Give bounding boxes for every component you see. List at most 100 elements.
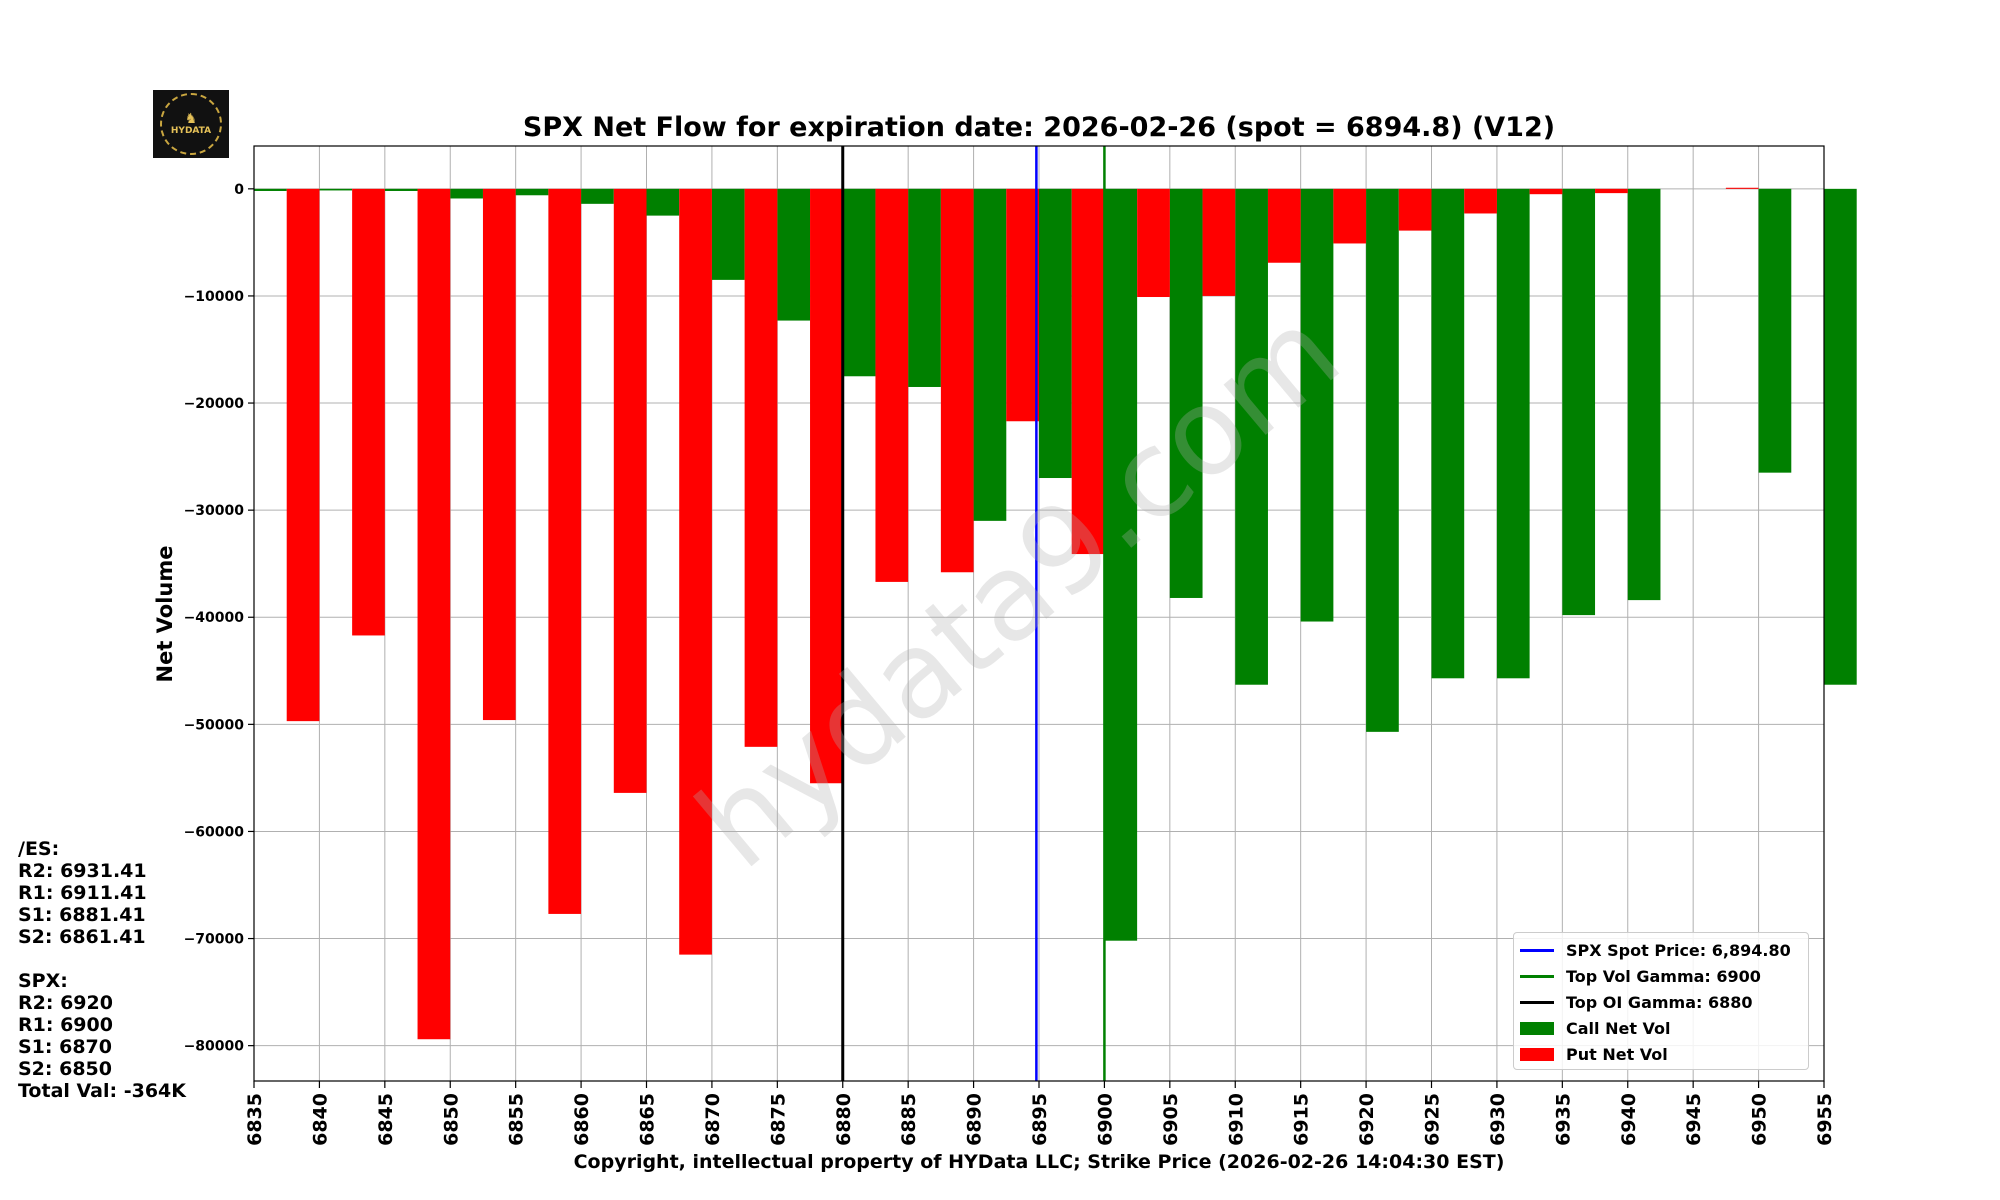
- legend-label-oi-gamma: Top OI Gamma: 6880: [1566, 992, 1753, 1012]
- put-bar: [1464, 188, 1497, 214]
- y-tick-label: −20000: [184, 396, 245, 412]
- put-bar: [875, 188, 909, 582]
- put-bar: [352, 188, 385, 636]
- wolf-icon: ♞: [184, 111, 198, 127]
- spacer: [18, 948, 186, 970]
- put-bar: [940, 188, 974, 573]
- logo-text: HYDATA: [170, 126, 212, 136]
- legend-label-spot: SPX Spot Price: 6,894.80: [1566, 940, 1791, 960]
- call-bar: [1235, 188, 1268, 685]
- x-tick-label: 6950: [1749, 1093, 1771, 1146]
- put-bar: [482, 188, 516, 721]
- chart-title: SPX Net Flow for expiration date: 2026-0…: [523, 112, 1555, 143]
- legend-label-call: Call Net Vol: [1566, 1018, 1671, 1038]
- y-tick-label: −70000: [184, 932, 245, 948]
- total-val: Total Val: -364K: [18, 1080, 187, 1102]
- es-s1: S1: 6881.41: [18, 904, 146, 926]
- hydata-logo: ♞ HYDATA: [153, 90, 229, 158]
- reference-lines: [841, 146, 1106, 1081]
- put-bar: [548, 188, 582, 914]
- es-r1: R1: 6911.41: [18, 882, 147, 904]
- legend-swatch-call: [1520, 1021, 1554, 1035]
- y-tick-label: −50000: [184, 717, 245, 733]
- x-tick-label: 6910: [1225, 1093, 1247, 1146]
- call-bar: [254, 188, 287, 191]
- call-bar: [646, 188, 680, 216]
- put-bar: [1202, 188, 1236, 296]
- x-tick-label: 6940: [1618, 1093, 1640, 1146]
- legend-swatch-spot: [1520, 948, 1554, 952]
- x-tick-label: 6925: [1422, 1093, 1444, 1146]
- x-tick-label: 6865: [637, 1093, 659, 1146]
- legend-item-call: Call Net Vol: [1520, 1015, 1802, 1041]
- call-bar: [450, 188, 483, 199]
- put-bar: [679, 188, 712, 955]
- call-bar: [515, 188, 549, 196]
- x-tick-label: 6890: [964, 1093, 986, 1146]
- call-bar: [384, 188, 418, 191]
- call-bar: [1496, 188, 1530, 679]
- call-bar: [908, 188, 941, 387]
- legend-item-spot: SPX Spot Price: 6,894.80: [1520, 937, 1802, 963]
- call-bar: [1300, 188, 1334, 622]
- call-bar: [973, 188, 1007, 521]
- x-tick-label: 6930: [1487, 1093, 1509, 1146]
- x-axis-label: Copyright, intellectual property of HYDa…: [574, 1151, 1505, 1173]
- y-tick-label: −10000: [184, 289, 245, 305]
- es-header: /ES:: [18, 838, 60, 860]
- legend-label-put: Put Net Vol: [1566, 1044, 1668, 1064]
- x-tick-label: 6850: [440, 1093, 462, 1146]
- put-bar: [1398, 188, 1432, 231]
- x-tick-label: 6875: [767, 1093, 789, 1146]
- call-bar: [777, 188, 811, 321]
- put-bar: [1006, 188, 1039, 422]
- put-bar: [1725, 187, 1759, 189]
- x-tick-label: 6935: [1552, 1093, 1574, 1146]
- x-tick-label: 6880: [833, 1093, 855, 1146]
- call-bar: [581, 188, 614, 204]
- legend-swatch-put: [1520, 1047, 1554, 1061]
- spx-r2: R2: 6920: [18, 992, 113, 1014]
- call-bar: [1366, 188, 1399, 732]
- x-tick-label: 6840: [309, 1093, 331, 1146]
- call-bar: [1169, 188, 1203, 598]
- call-bar: [1431, 188, 1465, 679]
- chart-legend: SPX Spot Price: 6,894.80 Top Vol Gamma: …: [1513, 932, 1809, 1070]
- y-tick-label: −40000: [184, 610, 245, 626]
- y-axis-label: Net Volume: [153, 546, 177, 683]
- levels-panel: /ES: R2: 6931.41 R1: 6911.41 S1: 6881.41…: [18, 838, 186, 1102]
- y-tick-label: 0: [234, 182, 244, 198]
- legend-swatch-oi-gamma: [1520, 1000, 1554, 1004]
- call-bar: [1627, 188, 1661, 601]
- x-tick-label: 6945: [1683, 1093, 1705, 1146]
- call-bar: [1824, 188, 1857, 685]
- call-bar: [1104, 188, 1138, 941]
- legend-item-vol-gamma: Top Vol Gamma: 6900: [1520, 963, 1802, 989]
- x-tick-label: 6915: [1291, 1093, 1313, 1146]
- logo-emblem: ♞ HYDATA: [160, 93, 222, 155]
- x-tick-label: 6955: [1814, 1093, 1836, 1146]
- put-bar: [1333, 188, 1367, 244]
- y-tick-label: −30000: [184, 503, 245, 519]
- y-tick-label: −60000: [184, 824, 245, 840]
- legend-label-vol-gamma: Top Vol Gamma: 6900: [1566, 966, 1761, 986]
- put-bar: [1071, 188, 1105, 555]
- x-tick-label: 6855: [506, 1093, 528, 1146]
- x-tick-label: 6905: [1160, 1093, 1182, 1146]
- spx-s2: S2: 6850: [18, 1058, 112, 1080]
- put-bar: [810, 188, 843, 784]
- call-bar: [1562, 188, 1596, 616]
- x-tick-label: 6895: [1029, 1093, 1051, 1146]
- put-bar: [417, 188, 451, 1040]
- put-bar: [744, 188, 778, 747]
- call-bar: [711, 188, 745, 280]
- axes: 6835 6840 6845 6850 6855 6860 6865 6870 6875 6880…: [184, 182, 1836, 1146]
- put-bar: [1137, 188, 1170, 298]
- es-s2: S2: 6861.41: [18, 926, 146, 948]
- y-tick-label: −80000: [184, 1039, 245, 1055]
- x-tick-label: 6900: [1094, 1093, 1116, 1146]
- x-tick-label: 6885: [898, 1093, 920, 1146]
- put-bar: [1595, 188, 1628, 194]
- call-bar: [1039, 188, 1072, 479]
